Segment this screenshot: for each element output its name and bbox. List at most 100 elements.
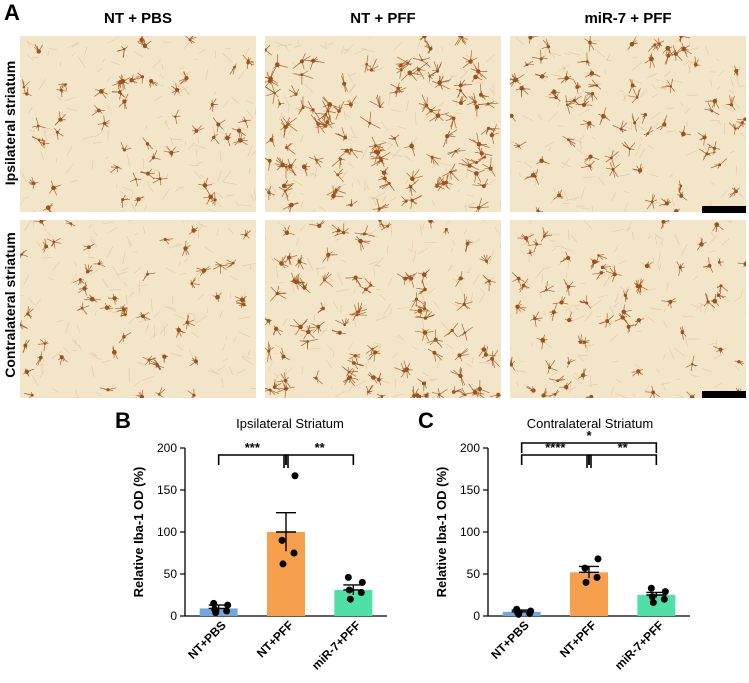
microglia-cell <box>712 222 724 233</box>
microglia-cell <box>458 323 474 341</box>
microglia-cell <box>535 207 544 212</box>
microglia-cell <box>346 199 358 207</box>
microglia-cell <box>583 154 600 163</box>
microglia-cell <box>285 252 298 266</box>
microglia-cell <box>559 251 572 263</box>
microglia-cell <box>331 329 346 335</box>
microglia-cell <box>22 86 32 96</box>
microglia-cell <box>534 72 549 79</box>
microglia-cell <box>65 220 76 227</box>
microglia-cell <box>376 393 386 398</box>
data-point <box>660 595 668 603</box>
microglia-cell <box>455 271 465 287</box>
microglia-cell <box>209 98 218 112</box>
y-tick-label: 50 <box>164 567 178 581</box>
data-point <box>647 584 655 592</box>
microglia-cell <box>293 70 314 85</box>
microglia-cell <box>417 378 427 391</box>
microglia-cell <box>563 279 576 296</box>
microglia-cell <box>528 36 539 44</box>
microglia-cell <box>335 318 350 327</box>
microglia-cell <box>298 96 305 115</box>
microglia-cell <box>451 385 463 394</box>
microglia-cell <box>58 83 67 91</box>
microglia-cell <box>120 309 128 317</box>
microglia-cell <box>686 391 696 398</box>
microglia-cell <box>429 109 450 122</box>
microglia-cell <box>303 56 325 70</box>
microglia-cell <box>367 345 381 362</box>
microglia-cell <box>414 300 430 312</box>
microglia-cell <box>58 354 68 366</box>
microglia-cell <box>20 320 28 330</box>
microglia-cell <box>142 270 156 282</box>
microglia-cell <box>644 385 661 398</box>
data-point <box>593 573 601 581</box>
microglia-cell <box>531 49 548 64</box>
microglia-cell <box>269 285 287 302</box>
microglia-cell <box>631 113 640 132</box>
microglia-cell <box>661 220 670 230</box>
microglia-cell <box>135 72 145 84</box>
data-point <box>594 555 602 563</box>
microglia-cell <box>333 168 344 183</box>
microglia-cell <box>443 129 458 147</box>
microglia-cell <box>83 243 95 251</box>
microglia-cell <box>368 136 387 156</box>
microglia-cell <box>319 272 334 287</box>
microglia-cell <box>565 95 575 114</box>
data-point <box>649 599 657 607</box>
scale-bar-bottom <box>702 391 746 398</box>
significance-label: *** <box>245 440 261 455</box>
microglia-cell <box>354 302 363 318</box>
microglia-cell <box>697 132 707 146</box>
microglia-cell <box>548 389 560 397</box>
microglia-cell <box>212 292 222 302</box>
microglia-cell <box>56 85 67 98</box>
microglia-cell <box>471 96 480 117</box>
microglia-cell <box>331 157 346 169</box>
microglia-cell <box>195 266 211 277</box>
microglia-cell <box>432 75 450 90</box>
data-point <box>345 586 353 594</box>
microglia-cell <box>515 85 531 98</box>
microglia-cell <box>142 355 156 366</box>
microglia-cell <box>22 339 30 353</box>
y-tick-label: 200 <box>460 441 480 455</box>
microglia-cell <box>442 163 460 181</box>
bar <box>570 572 608 616</box>
microglia-cell <box>428 72 435 82</box>
category-label: miR-7+PFF <box>309 618 363 672</box>
microglia-cell <box>693 56 701 69</box>
microglia-cell <box>577 368 588 380</box>
microglia-cell <box>138 39 152 50</box>
microglia-cell <box>94 88 109 99</box>
microglia-cell <box>549 303 558 321</box>
microglia-cell <box>265 82 281 104</box>
column-label-nt-pff: NT + PFF <box>350 10 416 27</box>
data-point <box>513 605 521 613</box>
microglia-cell <box>182 314 195 330</box>
data-point <box>527 607 535 615</box>
data-point <box>210 599 218 607</box>
microglia-cell <box>149 150 161 163</box>
microglia-cell <box>388 134 400 148</box>
microglia-cell <box>452 95 467 105</box>
microglia-cell <box>42 238 49 253</box>
microglia-cell <box>369 94 385 108</box>
microglia-cell <box>621 304 632 318</box>
microglia-cell <box>326 185 346 201</box>
microglia-cell <box>28 177 39 189</box>
microglia-cell <box>142 137 153 150</box>
chart-title: Ipsilateral Striatum <box>236 416 344 431</box>
microglia-cell <box>640 112 648 124</box>
y-tick-label: 0 <box>473 609 480 623</box>
microglia-cell <box>139 168 155 180</box>
microglia-cell <box>529 311 543 327</box>
microglia-cell <box>405 179 419 197</box>
significance-bracket <box>285 454 355 465</box>
microglia-cell <box>161 354 168 363</box>
microglia-cell <box>265 341 274 362</box>
microglia-cell <box>354 236 371 251</box>
y-axis-label: Relative Iba-1 OD (%) <box>131 467 146 598</box>
